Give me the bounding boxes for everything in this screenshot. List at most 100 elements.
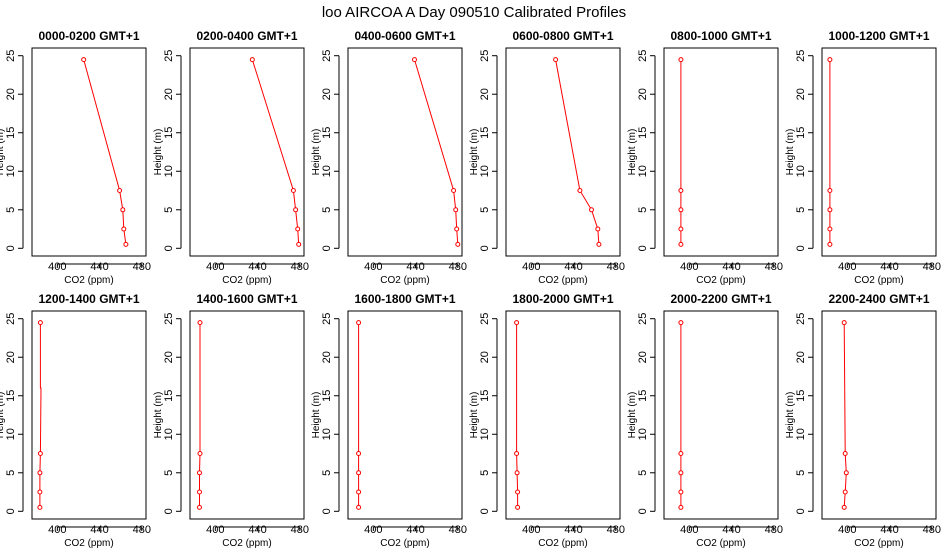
data-point <box>827 207 833 213</box>
plot-frame <box>663 310 779 520</box>
data-point <box>120 207 126 213</box>
figure-title: loo AIRCOA A Day 090510 Calibrated Profi… <box>322 4 626 21</box>
x-tick-label: 400 <box>364 524 382 536</box>
x-tick-label: 480 <box>449 524 467 536</box>
y-axis-label: Height (m) <box>785 129 796 176</box>
profile-line <box>83 59 127 245</box>
data-point <box>197 320 203 326</box>
x-tick-label: 440 <box>880 261 898 273</box>
y-tick-label: 0 <box>163 245 175 251</box>
data-point <box>197 451 203 456</box>
x-axis-label: CO2 (ppm) <box>854 538 903 549</box>
x-tick-label: 440 <box>722 261 740 273</box>
x-tick-label: 400 <box>206 524 224 536</box>
panel-3: 0400-0600 GMT+1 0 5 10 15 20 25 400 440 480 CO2 (p… <box>311 29 467 286</box>
data-point <box>841 320 847 326</box>
x-axis-label: CO2 (ppm) <box>380 538 429 549</box>
profile-line <box>516 322 519 508</box>
plot-frame <box>663 47 779 257</box>
panel-9: 1600-1800 GMT+1 0 5 10 15 20 25 400 440 480 CO2 (p… <box>311 292 467 549</box>
profile-line <box>39 322 42 508</box>
data-point <box>514 451 520 456</box>
y-tick-label: 0 <box>637 508 649 514</box>
profile-line <box>199 322 201 508</box>
data-point <box>678 489 684 495</box>
data-point <box>37 451 43 456</box>
data-point <box>453 207 459 213</box>
profile-line <box>555 59 600 245</box>
data-point <box>197 504 202 510</box>
y-tick-label: 10 <box>479 428 491 440</box>
x-tick-label: 400 <box>680 261 698 273</box>
x-tick-label: 480 <box>133 524 151 536</box>
y-tick-label: 15 <box>321 390 333 402</box>
y-axis-label: Height (m) <box>627 129 638 176</box>
y-tick-label: 0 <box>795 245 807 251</box>
y-tick-label: 10 <box>321 165 333 177</box>
data-point <box>356 470 362 476</box>
data-point <box>37 504 43 510</box>
x-axis-label: CO2 (ppm) <box>696 538 745 549</box>
y-axis-label: Height (m) <box>0 392 6 439</box>
y-tick-label: 15 <box>5 127 17 139</box>
y-tick-label: 25 <box>321 50 333 62</box>
x-tick-label: 440 <box>90 261 108 273</box>
y-axis-label: Height (m) <box>153 129 164 176</box>
x-tick-label: 400 <box>838 261 856 273</box>
y-tick-label: 5 <box>479 207 491 213</box>
y-tick-label: 25 <box>795 313 807 325</box>
y-axis-label: Height (m) <box>0 129 6 176</box>
x-tick-label: 440 <box>564 524 582 536</box>
plot-frame <box>821 310 937 520</box>
x-tick-label: 400 <box>838 524 856 536</box>
y-tick-label: 10 <box>163 428 175 440</box>
y-tick-label: 0 <box>479 245 491 251</box>
y-tick-label: 20 <box>321 88 333 100</box>
data-point <box>678 226 684 232</box>
panel-title: 0200-0400 GMT+1 <box>196 29 297 43</box>
x-axis-label: CO2 (ppm) <box>64 538 113 549</box>
y-tick-label: 5 <box>637 207 649 213</box>
panel-title: 2200-2400 GMT+1 <box>828 292 929 306</box>
y-tick-label: 25 <box>479 50 491 62</box>
panel-title: 1600-1800 GMT+1 <box>354 292 455 306</box>
y-tick-label: 5 <box>321 470 333 476</box>
y-tick-label: 0 <box>321 245 333 251</box>
y-tick-label: 10 <box>479 165 491 177</box>
data-point <box>678 57 684 63</box>
x-tick-label: 440 <box>248 261 266 273</box>
data-point <box>596 241 602 247</box>
x-tick-label: 400 <box>48 261 66 273</box>
x-tick-label: 400 <box>680 524 698 536</box>
panel-title: 0000-0200 GMT+1 <box>38 29 139 43</box>
data-point <box>678 504 684 510</box>
data-point <box>595 226 601 232</box>
data-point <box>841 504 847 510</box>
x-tick-label: 400 <box>364 261 382 273</box>
y-tick-label: 10 <box>5 428 17 440</box>
data-point <box>356 489 362 495</box>
y-tick-label: 20 <box>637 88 649 100</box>
panel-title: 0400-0600 GMT+1 <box>354 29 455 43</box>
panel-8: 1400-1600 GMT+1 0 5 10 15 20 25 400 440 480 CO2 (p… <box>153 292 309 549</box>
y-tick-label: 5 <box>795 207 807 213</box>
data-point <box>514 320 520 326</box>
plot-frame <box>347 310 463 520</box>
y-tick-label: 25 <box>5 313 17 325</box>
data-point <box>678 320 684 326</box>
x-tick-label: 480 <box>923 261 941 273</box>
data-point <box>678 451 684 456</box>
y-tick-label: 10 <box>795 428 807 440</box>
y-tick-label: 0 <box>479 508 491 514</box>
data-point <box>121 226 127 232</box>
y-tick-label: 15 <box>163 390 175 402</box>
panel-6: 1000-1200 GMT+1 0 5 10 15 20 25 400 440 480 CO2 (p… <box>785 29 941 286</box>
y-axis-label: Height (m) <box>469 392 480 439</box>
profile-line <box>843 322 847 508</box>
y-tick-label: 15 <box>637 390 649 402</box>
y-tick-label: 20 <box>321 351 333 363</box>
y-tick-label: 5 <box>637 470 649 476</box>
y-tick-label: 5 <box>163 470 175 476</box>
data-point <box>296 241 302 247</box>
